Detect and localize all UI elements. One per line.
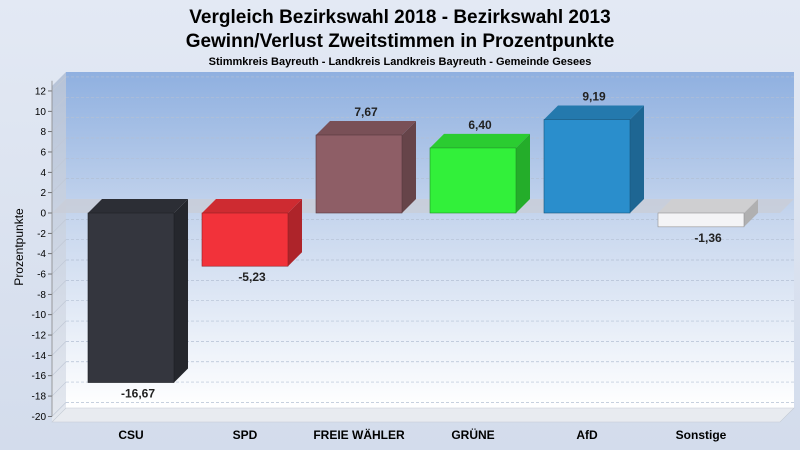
gridline-side xyxy=(51,341,67,356)
bar-front xyxy=(315,134,403,214)
y-tick-label: -14 xyxy=(32,351,47,362)
y-tick-label: -12 xyxy=(32,331,47,342)
bar-front xyxy=(429,147,517,214)
y-tick-label: -4 xyxy=(37,249,46,260)
data-label: -5,23 xyxy=(238,270,266,284)
bar-top xyxy=(88,199,188,213)
data-label: 6,40 xyxy=(468,118,492,132)
bar-afd xyxy=(543,105,644,214)
gridline-side xyxy=(51,402,67,417)
y-tick-label: 12 xyxy=(35,86,47,97)
category-label: GRÜNE xyxy=(451,427,494,442)
gridline-side xyxy=(51,158,67,173)
data-label: -16,67 xyxy=(121,387,155,401)
bar-front xyxy=(87,212,175,383)
plot-floor xyxy=(51,407,795,423)
bar-freie-wähler xyxy=(315,120,416,214)
y-tick-label: 10 xyxy=(35,107,47,118)
bar-sonstige xyxy=(657,199,758,228)
gridline-side xyxy=(51,239,67,254)
gridline-side xyxy=(51,361,67,376)
bar-front xyxy=(543,119,631,214)
bar-side xyxy=(744,199,758,227)
gridline-side xyxy=(51,97,67,112)
chart-subsubtitle: Stimmkreis Bayreuth - Landkreis Landkrei… xyxy=(209,56,592,68)
y-axis-ticks: 12 10 8 6 4 2 0 -2 -4 -6 -8 -10 -12 -14 -16 -18 -20 xyxy=(32,80,53,423)
chart-subtitle: Gewinn/Verlust Zweitstimmen in Prozentpu… xyxy=(186,31,615,52)
bar-top xyxy=(430,133,530,148)
y-tick-label: -10 xyxy=(32,310,47,321)
data-label: 9,19 xyxy=(582,90,606,104)
bar-side xyxy=(516,133,530,213)
gridline-side xyxy=(51,117,67,132)
bar-spd xyxy=(201,199,302,267)
bar-front xyxy=(201,212,289,267)
y-axis-label: Prozentpunkte xyxy=(12,208,26,286)
y-tick-label: 8 xyxy=(40,127,46,138)
bar-side xyxy=(288,199,302,267)
gridline-side xyxy=(51,320,67,336)
y-tick-label: -8 xyxy=(37,290,46,301)
category-label: FREIE WÄHLER xyxy=(313,427,405,442)
bar-side xyxy=(402,120,416,213)
data-labels: -16,67 -5,23 7,67 6,40 9,19 -1,36 xyxy=(121,90,722,401)
bar-side xyxy=(174,199,188,383)
y-tick-label: 6 xyxy=(40,147,46,158)
chart-title: Vergleich Bezirkswahl 2018 - Bezirkswahl… xyxy=(189,7,610,28)
gridline-side xyxy=(51,381,67,397)
y-tick-label: -20 xyxy=(32,412,47,423)
bar-top xyxy=(544,105,644,120)
bar-side xyxy=(630,105,644,213)
bar-top xyxy=(202,199,302,213)
y-tick-label: -6 xyxy=(37,270,46,281)
gridline-side xyxy=(51,178,67,193)
y-tick-label: -2 xyxy=(37,229,46,240)
y-tick-label: 4 xyxy=(40,168,46,179)
bar-csu xyxy=(87,199,188,383)
category-label: CSU xyxy=(118,428,143,442)
y-tick-label: 0 xyxy=(40,209,46,220)
gridline-side xyxy=(51,76,67,92)
data-label: 7,67 xyxy=(354,105,378,119)
category-labels: CSU SPD FREIE WÄHLER GRÜNE AfD Sonstige xyxy=(118,427,726,442)
y-tick-label: -16 xyxy=(32,371,47,382)
category-label: Sonstige xyxy=(676,428,727,442)
bar-top xyxy=(658,199,758,213)
y-tick-label: 2 xyxy=(40,188,46,199)
bar-top xyxy=(316,120,416,135)
bar-grüne xyxy=(429,133,530,214)
y-tick-label: -18 xyxy=(32,392,47,403)
category-label: AfD xyxy=(576,428,598,442)
gridline-side xyxy=(51,259,67,275)
category-label: SPD xyxy=(233,428,258,442)
gridline-side xyxy=(51,280,67,295)
gridline-side xyxy=(51,219,67,234)
data-label: -1,36 xyxy=(694,231,722,245)
bars xyxy=(87,105,758,383)
gridline-side xyxy=(51,300,67,315)
bar-front xyxy=(657,212,745,228)
gridline-side xyxy=(51,137,67,153)
